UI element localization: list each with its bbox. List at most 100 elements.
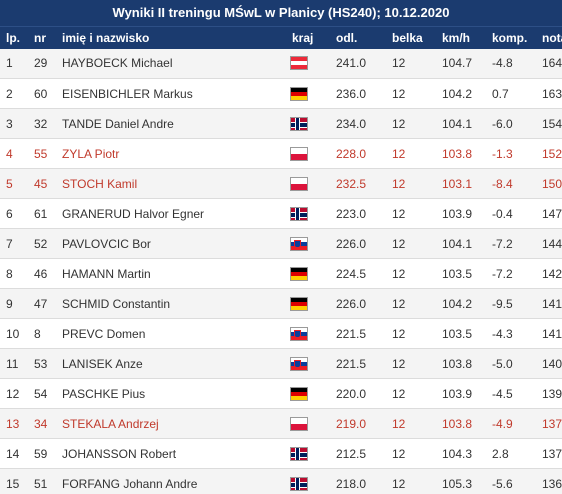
- note-cell: 147.2: [536, 198, 562, 229]
- rank-cell: 9: [0, 288, 28, 319]
- country-cell: [286, 258, 330, 289]
- germany-flag-icon: [290, 386, 308, 401]
- bib-cell: 60: [28, 78, 56, 109]
- athlete-name: PREVC Domen: [56, 318, 286, 349]
- athlete-name: TANDE Daniel Andre: [56, 108, 286, 139]
- distance-cell: 236.0: [330, 78, 386, 109]
- speed-cell: 104.2: [436, 288, 486, 319]
- distance-cell: 241.0: [330, 48, 386, 79]
- bib-cell: 46: [28, 258, 56, 289]
- athlete-name: PAVLOVCIC Bor: [56, 228, 286, 259]
- rank-cell: 13: [0, 408, 28, 439]
- athlete-name: STOCH Kamil: [56, 168, 286, 199]
- note-cell: 137.8: [536, 438, 562, 469]
- athlete-name: HAYBOECK Michael: [56, 48, 286, 79]
- bib-cell: 59: [28, 438, 56, 469]
- col-header-lp[interactable]: lp.: [0, 26, 28, 49]
- distance-cell: 234.0: [330, 108, 386, 139]
- note-cell: 137.9: [536, 408, 562, 439]
- bib-cell: 61: [28, 198, 56, 229]
- distance-cell: 219.0: [330, 408, 386, 439]
- athlete-name: STEKALA Andrzej: [56, 408, 286, 439]
- norway-flag-icon: [290, 206, 308, 221]
- distance-cell: 226.0: [330, 288, 386, 319]
- austria-flag-icon: [290, 56, 308, 71]
- table-row[interactable]: 15 51 FORFANG Johann Andre 218.0 12 105.3 -5.6…: [0, 468, 562, 494]
- gate-cell: 12: [386, 138, 436, 169]
- table-row[interactable]: 2 60 EISENBICHLER Markus 236.0 12 104.2 0.7 163…: [0, 78, 562, 109]
- country-cell: [286, 108, 330, 139]
- bib-cell: 45: [28, 168, 56, 199]
- table-header: lp. nr imię i nazwisko kraj odl. belka k…: [0, 26, 562, 49]
- rank-cell: 7: [0, 228, 28, 259]
- col-header-distance[interactable]: odl.: [330, 26, 386, 49]
- col-header-note[interactable]: nota: [536, 26, 562, 49]
- gate-cell: 12: [386, 258, 436, 289]
- col-header-speed[interactable]: km/h: [436, 26, 486, 49]
- col-header-compensation[interactable]: komp.: [486, 26, 536, 49]
- compensation-cell: -5.0: [486, 348, 536, 379]
- germany-flag-icon: [290, 86, 308, 101]
- speed-cell: 105.3: [436, 468, 486, 494]
- distance-cell: 232.5: [330, 168, 386, 199]
- athlete-name: SCHMID Constantin: [56, 288, 286, 319]
- note-cell: 152.3: [536, 138, 562, 169]
- speed-cell: 103.9: [436, 378, 486, 409]
- speed-cell: 103.9: [436, 198, 486, 229]
- table-title: Wyniki II treningu MŚwL w Planicy (HS240…: [0, 0, 562, 26]
- gate-cell: 12: [386, 318, 436, 349]
- rank-cell: 5: [0, 168, 28, 199]
- col-header-name[interactable]: imię i nazwisko: [56, 26, 286, 49]
- athlete-name: JOHANSSON Robert: [56, 438, 286, 469]
- athlete-name: FORFANG Johann Andre: [56, 468, 286, 494]
- table-row[interactable]: 3 32 TANDE Daniel Andre 234.0 12 104.1 -6.0 154…: [0, 108, 562, 139]
- compensation-cell: -1.3: [486, 138, 536, 169]
- gate-cell: 12: [386, 78, 436, 109]
- col-header-country[interactable]: kraj: [286, 26, 330, 49]
- gate-cell: 12: [386, 348, 436, 379]
- compensation-cell: -4.3: [486, 318, 536, 349]
- athlete-name: ZYLA Piotr: [56, 138, 286, 169]
- bib-cell: 47: [28, 288, 56, 319]
- compensation-cell: -0.4: [486, 198, 536, 229]
- note-cell: 141.7: [536, 288, 562, 319]
- norway-flag-icon: [290, 446, 308, 461]
- table-row[interactable]: 6 61 GRANERUD Halvor Egner 223.0 12 103.9 -0.4…: [0, 198, 562, 229]
- col-header-gate[interactable]: belka: [386, 26, 436, 49]
- distance-cell: 224.5: [330, 258, 386, 289]
- country-cell: [286, 48, 330, 79]
- country-cell: [286, 438, 330, 469]
- country-cell: [286, 318, 330, 349]
- note-cell: 142.2: [536, 258, 562, 289]
- slovenia-flag-icon: [290, 326, 308, 341]
- compensation-cell: -7.2: [486, 228, 536, 259]
- country-cell: [286, 378, 330, 409]
- country-cell: [286, 198, 330, 229]
- speed-cell: 103.8: [436, 348, 486, 379]
- athlete-name: LANISEK Anze: [56, 348, 286, 379]
- note-cell: 136.0: [536, 468, 562, 494]
- note-cell: 139.5: [536, 378, 562, 409]
- gate-cell: 12: [386, 48, 436, 79]
- col-header-nr[interactable]: nr: [28, 26, 56, 49]
- bib-cell: 32: [28, 108, 56, 139]
- gate-cell: 12: [386, 438, 436, 469]
- poland-flag-icon: [290, 146, 308, 161]
- compensation-cell: -4.9: [486, 408, 536, 439]
- norway-flag-icon: [290, 476, 308, 491]
- distance-cell: 228.0: [330, 138, 386, 169]
- speed-cell: 103.8: [436, 138, 486, 169]
- note-cell: 141.5: [536, 318, 562, 349]
